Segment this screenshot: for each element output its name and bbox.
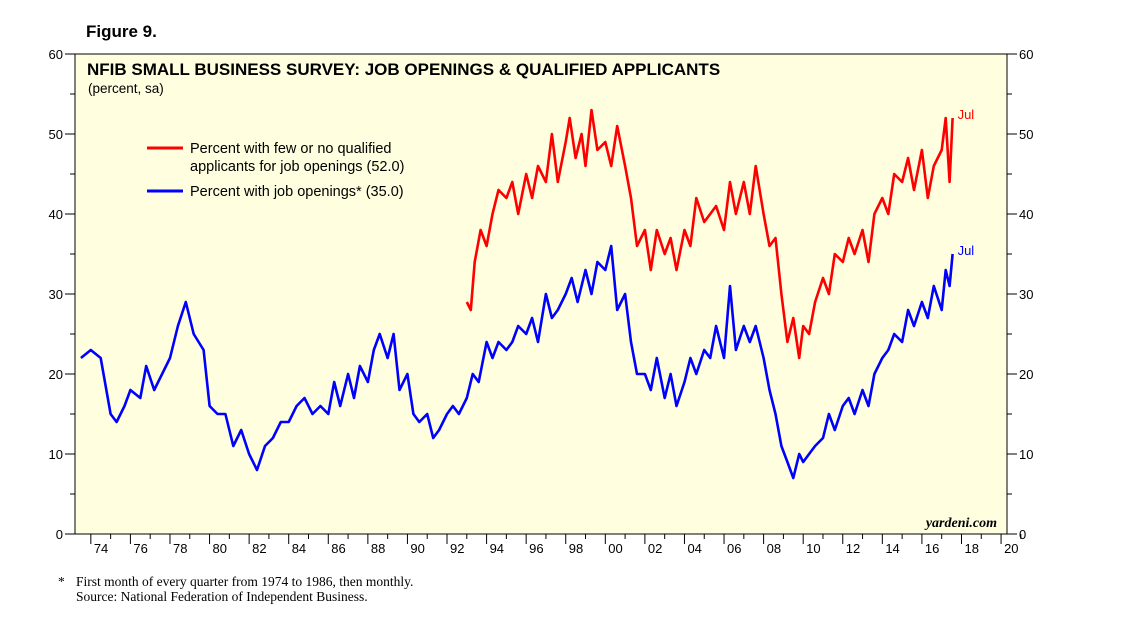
series-red-line (465, 108, 954, 360)
x-tick-label: 88 (371, 541, 385, 556)
x-tick-label: 02 (648, 541, 662, 556)
x-tick-label: 98 (569, 541, 583, 556)
x-tick-label: 06 (727, 541, 741, 556)
x-tick-label: 84 (292, 541, 306, 556)
series-blue-line (80, 244, 954, 480)
end-label-blue: Jul (958, 243, 975, 258)
y-tick-label-right: 20 (1019, 367, 1033, 382)
x-tick-label: 04 (687, 541, 701, 556)
footnote-note: First month of every quarter from 1974 t… (76, 574, 414, 589)
x-tick-label: 96 (529, 541, 543, 556)
chart-subtitle: (percent, sa) (88, 81, 164, 96)
y-tick-label-left: 30 (49, 287, 63, 302)
x-tick-label: 20 (1004, 541, 1018, 556)
x-tick-label: 76 (133, 541, 147, 556)
x-tick-label: 92 (450, 541, 464, 556)
plot-area (75, 54, 1007, 534)
x-tick-label: 86 (331, 541, 345, 556)
x-tick-label: 78 (173, 541, 187, 556)
x-tick-label: 10 (806, 541, 820, 556)
x-tick-label: 14 (885, 541, 899, 556)
chart-title: NFIB SMALL BUSINESS SURVEY: JOB OPENINGS… (87, 60, 720, 79)
series-layer (80, 108, 954, 480)
watermark: yardeni.com (924, 516, 997, 531)
x-tick-label: 00 (608, 541, 622, 556)
y-tick-label-right: 60 (1019, 47, 1033, 62)
y-tick-label-right: 40 (1019, 207, 1033, 222)
footnote: * First month of every quarter from 1974 … (58, 574, 413, 604)
y-tick-label-right: 10 (1019, 447, 1033, 462)
figure-label: Figure 9. (86, 22, 157, 41)
legend-red-line2: applicants for job openings (52.0) (190, 159, 404, 175)
y-tick-label-left: 10 (49, 447, 63, 462)
plot-frame (74, 53, 1008, 535)
legend-red-line1: Percent with few or no qualified (190, 141, 392, 157)
x-tick-label: 80 (213, 541, 227, 556)
y-tick-label-right: 50 (1019, 127, 1033, 142)
x-tick-label: 08 (767, 541, 781, 556)
end-label-red: Jul (958, 107, 975, 122)
legend-blue-line1: Percent with job openings* (35.0) (190, 184, 404, 200)
legend: Percent with few or no qualified applica… (147, 141, 404, 200)
y-tick-label-right: 0 (1019, 527, 1026, 542)
y-tick-label-left: 40 (49, 207, 63, 222)
footnote-marker: * (58, 574, 65, 589)
y-tick-label-left: 20 (49, 367, 63, 382)
x-tick-label: 18 (964, 541, 978, 556)
y-tick-label-left: 0 (56, 527, 63, 542)
y-tick-label-left: 50 (49, 127, 63, 142)
x-tick-label: 94 (490, 541, 504, 556)
x-tick-label: 74 (94, 541, 108, 556)
x-tick-label: 90 (410, 541, 424, 556)
footnote-source: Source: National Federation of Independe… (76, 589, 368, 604)
x-tick-label: 12 (846, 541, 860, 556)
x-tick-label: 82 (252, 541, 266, 556)
y-tick-label-right: 30 (1019, 287, 1033, 302)
y-tick-label-left: 60 (49, 47, 63, 62)
x-tick-label: 16 (925, 541, 939, 556)
